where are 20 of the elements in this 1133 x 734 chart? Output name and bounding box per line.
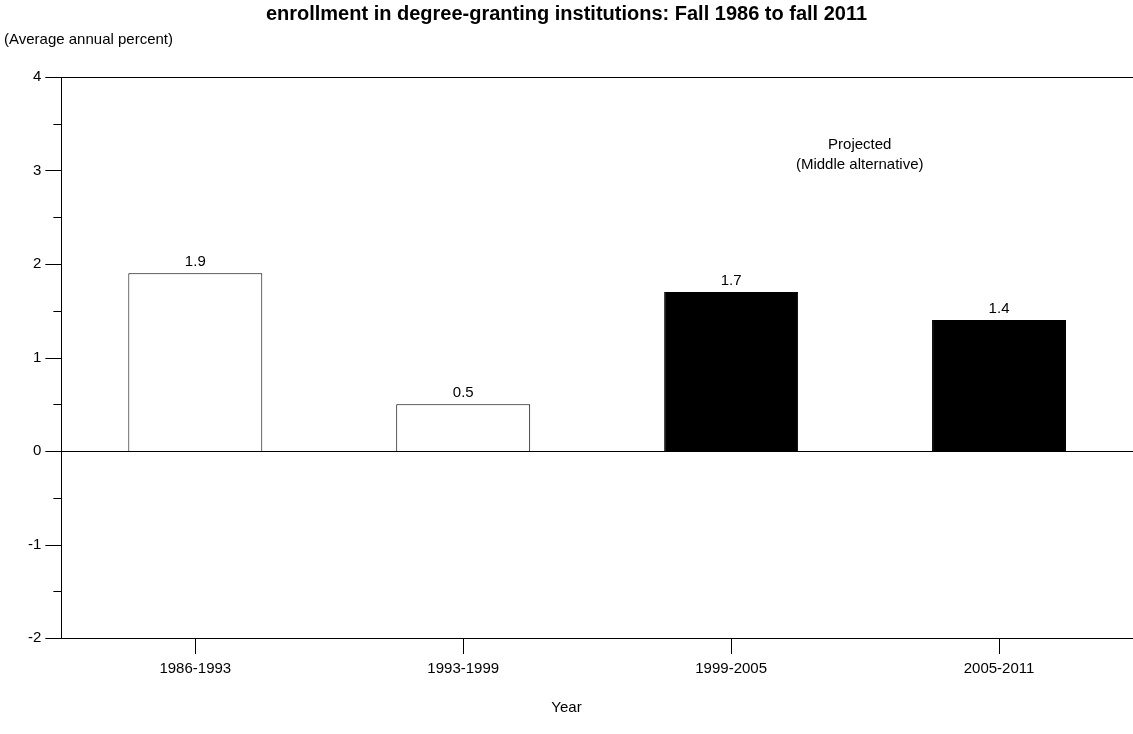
data-label: 1.7 bbox=[720, 270, 742, 288]
annotation: Projected bbox=[828, 134, 892, 152]
y-axis-title: (Average annual percent) bbox=[4, 30, 173, 47]
data-label: 1.4 bbox=[988, 298, 1010, 316]
y-tick-label: 1 bbox=[32, 347, 42, 365]
y-tick-label: 2 bbox=[32, 254, 42, 272]
x-tick-label: 1986-1993 bbox=[159, 659, 232, 677]
x-axis-title: Year bbox=[550, 698, 583, 715]
x-tick-label: 2005-2011 bbox=[963, 659, 1035, 677]
data-label: 0.5 bbox=[452, 382, 474, 400]
annotation: (Middle alternative) bbox=[795, 154, 924, 172]
x-tick-label: 1993-1999 bbox=[427, 659, 500, 677]
x-tick-label: 1999-2005 bbox=[695, 659, 767, 677]
y-tick-label: 3 bbox=[32, 160, 42, 178]
y-tick-label: 4 bbox=[32, 67, 42, 85]
y-tick-label: 0 bbox=[32, 441, 42, 459]
y-tick-label: -2 bbox=[27, 628, 42, 646]
y-tick-label: -1 bbox=[27, 534, 42, 552]
data-label: 1.9 bbox=[184, 251, 206, 269]
chart-title: enrollment in degree-granting institutions: Fall 1986 to fall 2011 bbox=[264, 2, 869, 25]
